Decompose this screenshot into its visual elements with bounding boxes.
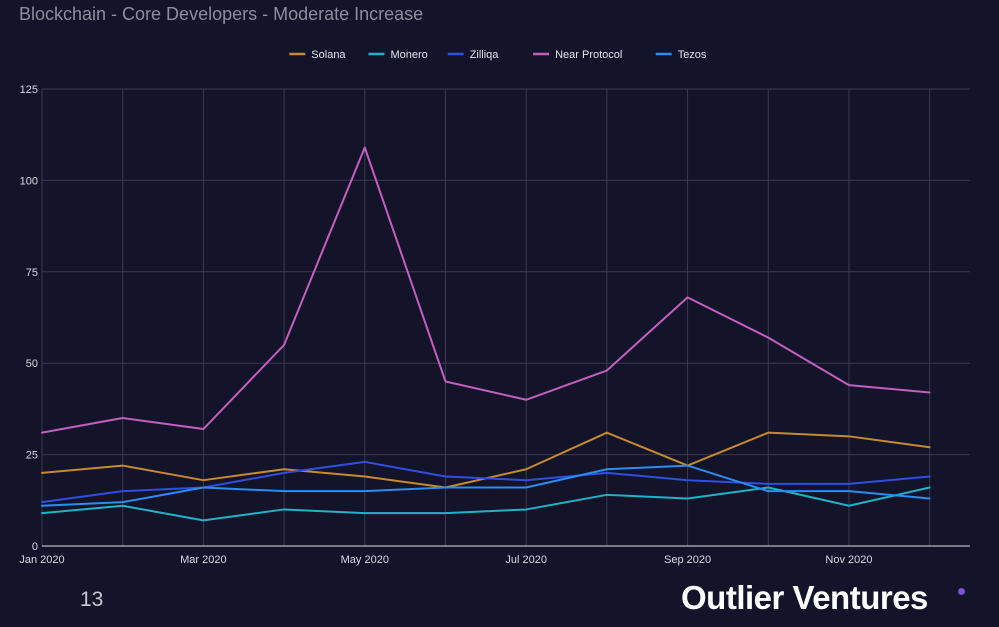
x-tick-label: Jul 2020 (505, 554, 547, 566)
legend-label: Monero (391, 49, 428, 61)
grid-layer (42, 89, 970, 546)
legend: Solana Monero Zilliqa Near Protocol Tezos (289, 49, 707, 61)
page-number: 13 (80, 588, 103, 612)
legend-item[interactable]: Near Protocol (533, 49, 622, 61)
legend-item[interactable]: Monero (369, 49, 428, 61)
y-tick-label: 50 (26, 358, 38, 370)
x-tick-label: Mar 2020 (180, 554, 226, 566)
legend-item[interactable]: Zilliqa (448, 49, 500, 61)
legend-label: Near Protocol (555, 49, 622, 61)
axis-layer: 0 25 50 75 100 125 Jan 2020 Mar 2020 May 2020 Jul… (19, 84, 970, 566)
y-tick-label: 0 (32, 541, 38, 553)
y-tick-label: 75 (26, 267, 38, 279)
legend-label: Tezos (678, 49, 707, 61)
brand-dot-icon (958, 588, 965, 595)
y-tick-label: 125 (20, 84, 38, 96)
x-tick-label: Nov 2020 (825, 554, 872, 566)
series-line-zilliqa (42, 462, 930, 502)
brand-logo-text: Outlier Ventures (681, 579, 928, 617)
series-line-tezos (42, 466, 930, 506)
legend-item[interactable]: Tezos (656, 49, 707, 61)
legend-label: Solana (311, 49, 346, 61)
x-tick-label: May 2020 (341, 554, 389, 566)
x-tick-label: Sep 2020 (664, 554, 711, 566)
y-tick-label: 100 (20, 175, 38, 187)
legend-label: Zilliqa (470, 49, 500, 61)
line-chart: 0 25 50 75 100 125 Jan 2020 Mar 2020 May 2020 Jul… (0, 0, 999, 627)
series-layer (42, 147, 930, 520)
x-tick-label: Jan 2020 (19, 554, 64, 566)
legend-item[interactable]: Solana (289, 49, 346, 61)
series-line-near-protocol (42, 147, 930, 432)
y-tick-label: 25 (26, 450, 38, 462)
